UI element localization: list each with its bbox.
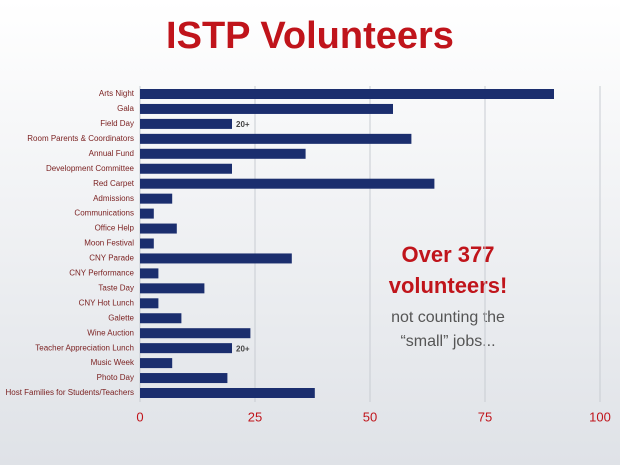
bar [140,118,232,129]
annotation: Over 377 [402,242,495,267]
value-label: 20+ [236,120,250,129]
annotation: not counting the [391,309,505,326]
bar [140,163,232,174]
bar [140,373,228,384]
bar [140,89,554,99]
bar [140,313,182,324]
y-tick-label: Teacher Appreciation Lunch [35,343,134,352]
annotation: “small” jobs... [400,333,495,350]
y-tick-label: Gala [117,104,134,113]
bar [140,148,306,159]
y-tick-label: Red Carpet [93,179,135,188]
value-label: 20+ [236,344,250,353]
bar [140,283,205,294]
y-tick-label: Music Week [91,358,135,367]
bar [140,253,292,264]
chart-title: ISTP Volunteers [166,15,454,57]
y-tick-label: Arts Night [99,89,135,98]
y-tick-label: Admissions [93,194,134,203]
bar [140,388,315,398]
y-tick-label: Room Parents & Coordinators [27,134,134,143]
bar [140,208,154,219]
x-tick-label: 75 [478,409,492,424]
y-tick-label: Communications [74,209,134,218]
y-tick-label: Office Help [95,224,135,233]
bar [140,133,412,144]
annotation: volunteers! [389,273,508,298]
y-tick-label: Moon Festival [84,239,134,248]
bar [140,178,435,189]
y-tick-label: CNY Performance [69,269,134,278]
y-tick-label: Taste Day [98,283,134,292]
x-tick-label: 25 [248,409,262,424]
y-tick-label: CNY Hot Lunch [79,298,134,307]
y-tick-label: Field Day [100,119,134,128]
y-tick-label: Annual Fund [89,149,134,158]
y-tick-label: Host Families for Students/Teachers [6,388,135,397]
bar [140,268,159,279]
bar [140,193,173,204]
bar [140,238,154,249]
bar [140,223,177,234]
bar [140,343,232,354]
bar [140,298,159,309]
x-tick-label: 0 [136,409,143,424]
y-tick-label: CNY Parade [89,254,134,263]
y-tick-label: Photo Day [97,373,134,382]
bar [140,328,251,339]
bar [140,358,173,369]
bar [140,103,393,114]
y-tick-label: Development Committee [46,164,135,173]
y-tick-label: Galette [108,313,134,322]
y-tick-label: Wine Auction [87,328,134,337]
x-tick-label: 50 [363,409,377,424]
x-tick-label: 100 [589,409,611,424]
